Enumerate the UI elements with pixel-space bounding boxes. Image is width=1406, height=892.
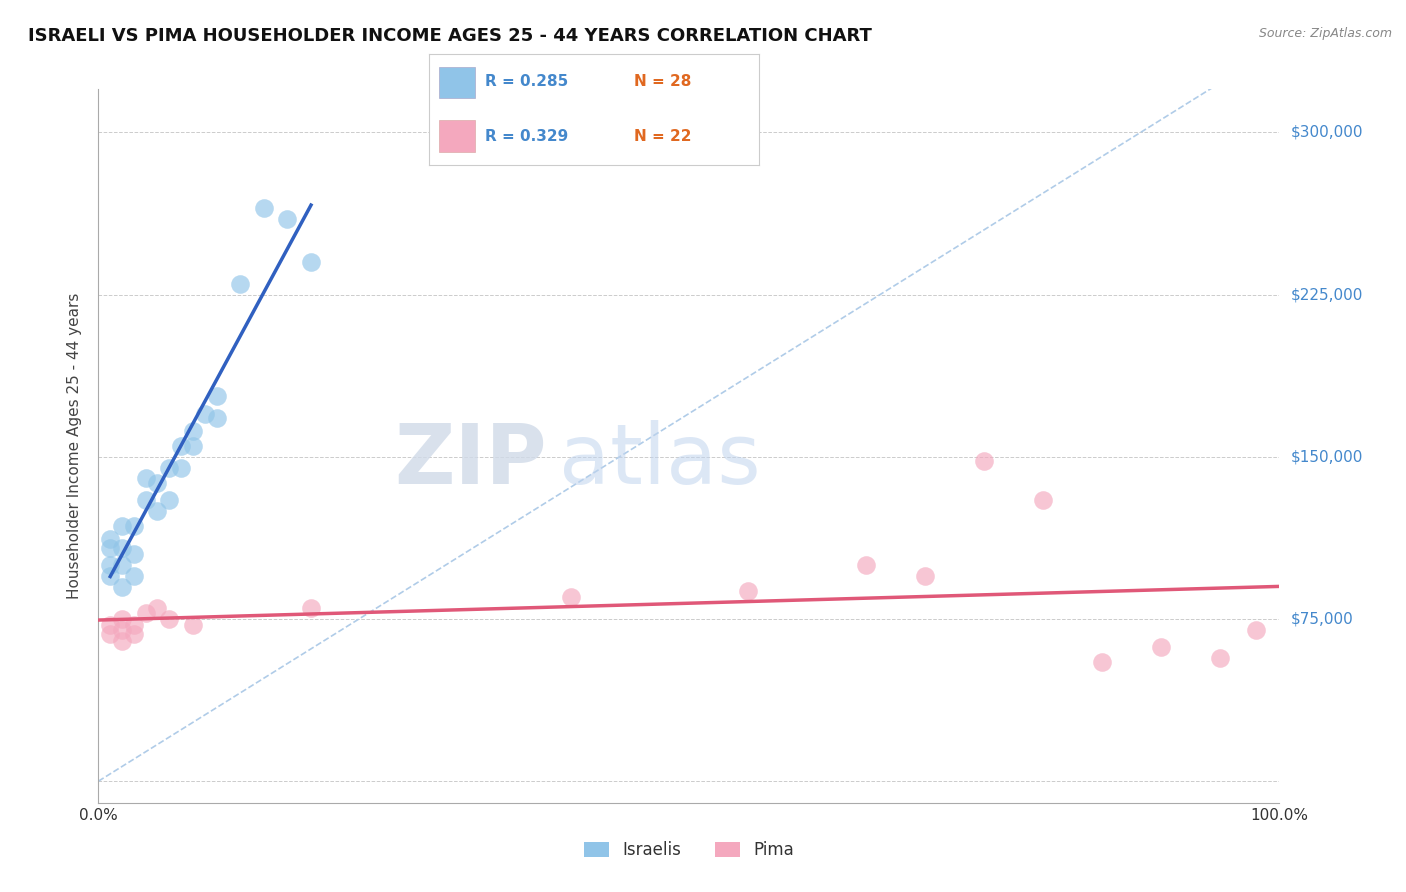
Point — [1150, 640, 1173, 654]
Point — [135, 606, 157, 620]
Point — [157, 612, 180, 626]
Point — [855, 558, 877, 572]
Point — [98, 541, 121, 555]
Point — [1032, 493, 1054, 508]
Text: atlas: atlas — [560, 420, 761, 500]
Point — [205, 410, 228, 425]
Text: $225,000: $225,000 — [1291, 287, 1362, 302]
Legend: Israelis, Pima: Israelis, Pima — [578, 835, 800, 866]
Point — [111, 519, 134, 533]
Point — [146, 601, 169, 615]
Text: Source: ZipAtlas.com: Source: ZipAtlas.com — [1258, 27, 1392, 40]
Text: N = 28: N = 28 — [634, 74, 692, 89]
Text: $75,000: $75,000 — [1291, 612, 1354, 626]
Text: R = 0.329: R = 0.329 — [485, 128, 568, 144]
Point — [122, 618, 145, 632]
Point — [135, 493, 157, 508]
Point — [914, 568, 936, 582]
Point — [157, 493, 180, 508]
Point — [276, 211, 298, 226]
Point — [122, 627, 145, 641]
Point — [122, 568, 145, 582]
Point — [737, 583, 759, 598]
Point — [194, 407, 217, 421]
Text: $150,000: $150,000 — [1291, 450, 1362, 465]
Text: ZIP: ZIP — [395, 420, 547, 500]
Point — [973, 454, 995, 468]
Point — [135, 471, 157, 485]
Point — [111, 541, 134, 555]
Point — [181, 439, 204, 453]
Text: N = 22: N = 22 — [634, 128, 692, 144]
Point — [111, 633, 134, 648]
Point — [111, 580, 134, 594]
Y-axis label: Householder Income Ages 25 - 44 years: Householder Income Ages 25 - 44 years — [67, 293, 83, 599]
Point — [98, 558, 121, 572]
Point — [1244, 623, 1267, 637]
Point — [205, 389, 228, 403]
Point — [98, 532, 121, 546]
Point — [111, 623, 134, 637]
Point — [98, 568, 121, 582]
Text: R = 0.285: R = 0.285 — [485, 74, 568, 89]
Point — [253, 201, 276, 215]
Point — [1091, 655, 1114, 669]
Point — [181, 618, 204, 632]
Point — [98, 618, 121, 632]
Point — [98, 627, 121, 641]
Point — [170, 460, 193, 475]
Text: ISRAELI VS PIMA HOUSEHOLDER INCOME AGES 25 - 44 YEARS CORRELATION CHART: ISRAELI VS PIMA HOUSEHOLDER INCOME AGES … — [28, 27, 872, 45]
Point — [560, 591, 582, 605]
Bar — [439, 120, 475, 152]
Text: $300,000: $300,000 — [1291, 125, 1362, 140]
Point — [299, 255, 322, 269]
Point — [1209, 651, 1232, 665]
Point — [146, 504, 169, 518]
Point — [229, 277, 252, 291]
Point — [111, 558, 134, 572]
Point — [170, 439, 193, 453]
Point — [157, 460, 180, 475]
Point — [146, 475, 169, 490]
Point — [111, 612, 134, 626]
Point — [181, 424, 204, 438]
Point — [122, 519, 145, 533]
Point — [299, 601, 322, 615]
Point — [122, 547, 145, 561]
Bar — [439, 67, 475, 98]
